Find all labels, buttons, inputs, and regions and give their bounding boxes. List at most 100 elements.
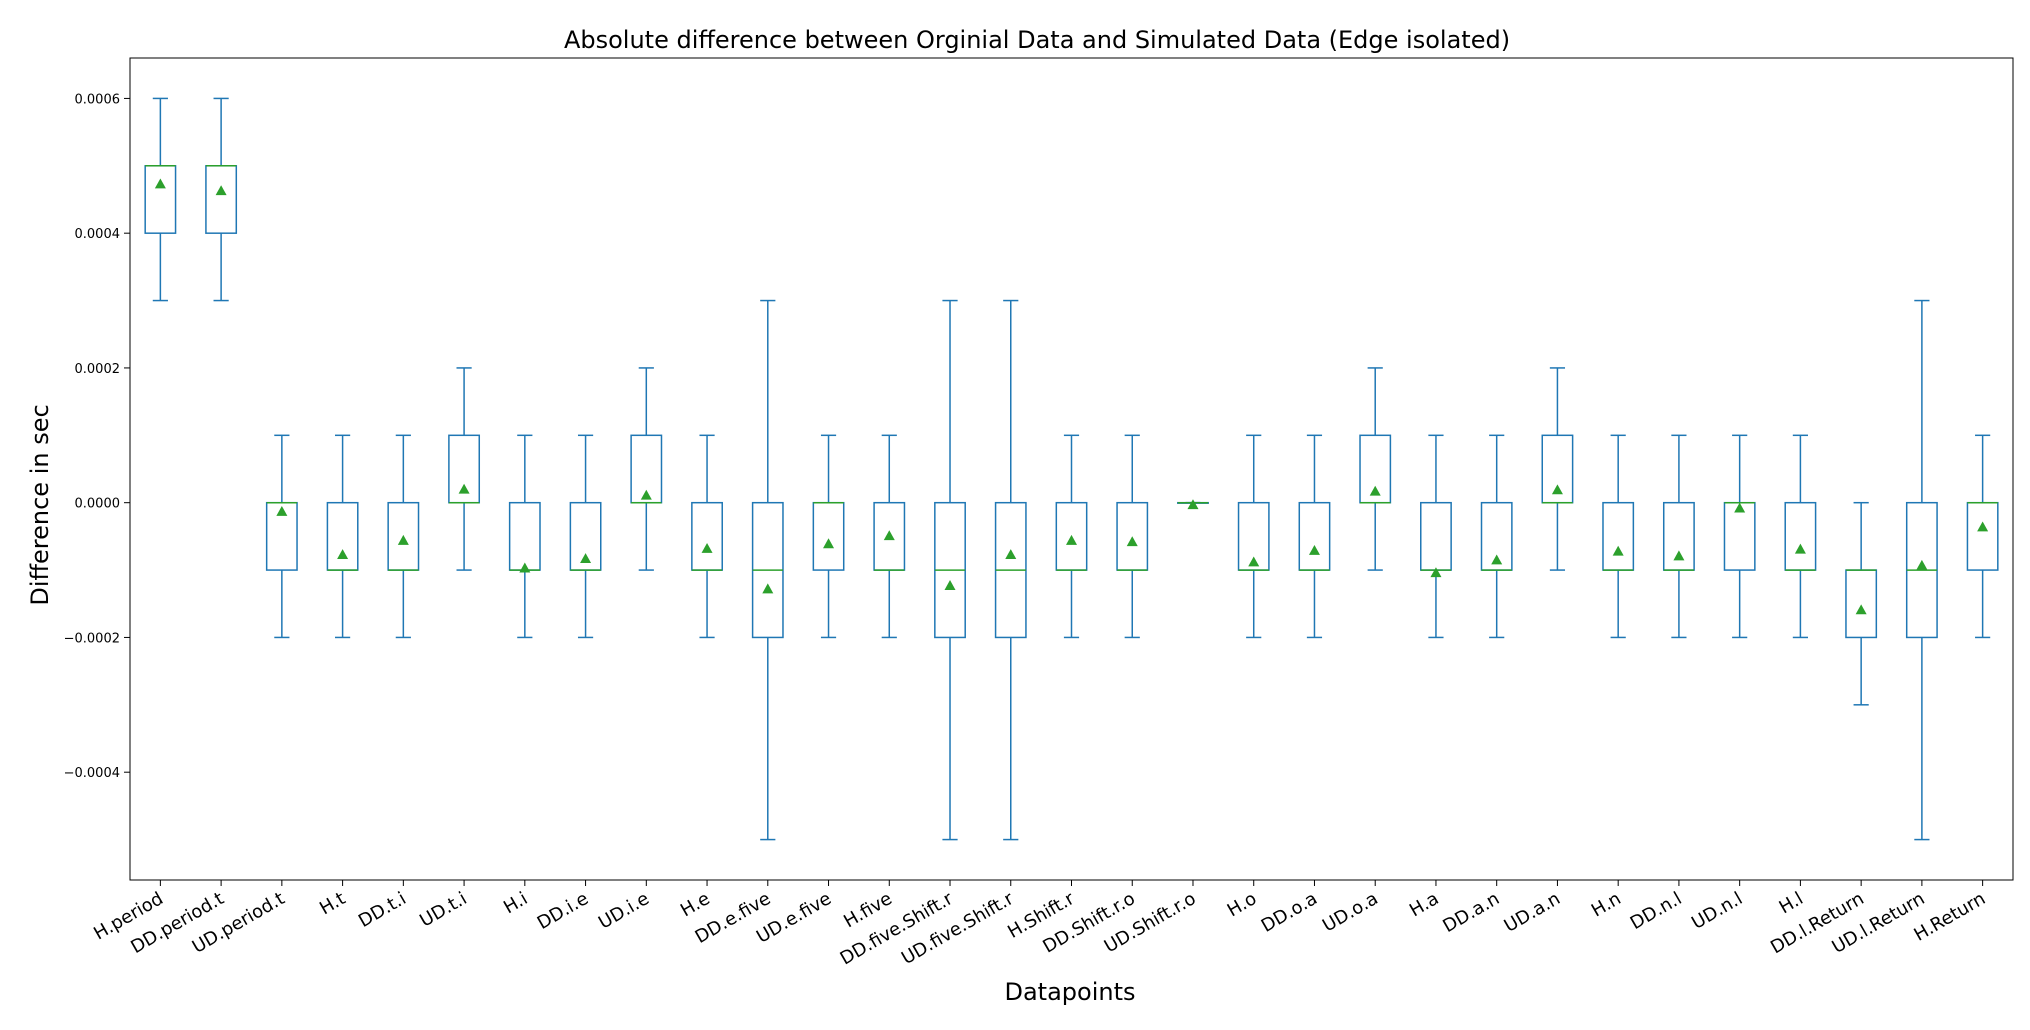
iqr-box	[205, 165, 238, 234]
mean-marker	[762, 583, 774, 594]
box-group	[812, 434, 845, 639]
x-tick-label: H.e	[677, 888, 713, 921]
box-group	[1662, 434, 1695, 639]
box-group	[508, 434, 541, 639]
box-group	[1420, 434, 1452, 639]
mean-marker	[1308, 545, 1320, 555]
x-tick-label: H.a	[1406, 888, 1442, 921]
mean-marker	[580, 553, 592, 564]
x-tick-label: DD.n.l	[1627, 888, 1686, 934]
iqr-box	[144, 165, 177, 234]
box-group	[630, 367, 663, 571]
box-group	[326, 434, 359, 639]
box-group	[873, 434, 906, 639]
x-tick-label: UD.o.a	[1319, 888, 1382, 936]
iqr-box	[691, 501, 723, 571]
mean-marker	[1430, 567, 1442, 578]
iqr-box	[812, 501, 845, 571]
plot-area	[144, 97, 1999, 841]
box-group	[448, 367, 481, 571]
x-tick-label: H.o	[1224, 888, 1260, 921]
iqr-box	[1845, 569, 1878, 639]
y-tick-label: 0.0002	[75, 362, 121, 377]
mean-marker	[640, 489, 652, 500]
box-group	[205, 97, 238, 302]
mean-marker	[519, 562, 531, 573]
mean-marker	[1187, 499, 1199, 510]
mean-marker	[1126, 536, 1138, 547]
iqr-box	[1420, 501, 1452, 571]
box-group	[265, 434, 298, 639]
x-tick-label: DD.o.a	[1258, 888, 1321, 937]
mean-marker	[1612, 545, 1624, 556]
iqr-box	[326, 501, 359, 571]
mean-marker	[944, 580, 956, 590]
box-group	[1359, 367, 1392, 571]
mean-marker	[1673, 550, 1685, 561]
box-group	[144, 97, 177, 302]
iqr-box	[1602, 501, 1635, 571]
box-group	[1541, 367, 1574, 571]
x-axis-label: Datapoints	[1004, 978, 1135, 1006]
mean-marker	[1066, 534, 1077, 545]
mean-marker	[1855, 604, 1867, 615]
mean-marker	[154, 178, 166, 189]
mean-marker	[1977, 521, 1989, 532]
y-tick-label: 0.0004	[75, 227, 121, 242]
mean-marker	[1734, 502, 1746, 513]
box-group	[1116, 434, 1149, 639]
box-group	[751, 299, 784, 841]
mean-marker	[1551, 484, 1563, 495]
box-group	[1177, 499, 1209, 510]
box-group	[1966, 434, 1999, 639]
x-tick-label: H.n	[1588, 888, 1625, 921]
y-axis-label: Difference in sec	[26, 404, 54, 605]
box-group	[934, 299, 966, 841]
mean-marker	[458, 483, 470, 494]
x-tick-label: UD.a.n	[1501, 888, 1564, 937]
iqr-box	[1784, 501, 1817, 571]
x-tick-label: H.l	[1776, 888, 1807, 918]
mean-marker	[1916, 559, 1928, 570]
chart-title: Absolute difference between Orginial Dat…	[564, 26, 1510, 54]
y-tick-label: 0.0000	[75, 497, 121, 512]
iqr-box	[1723, 501, 1756, 571]
box-group	[569, 434, 602, 639]
box-group	[1602, 434, 1635, 639]
box-group	[387, 434, 420, 639]
mean-marker	[397, 534, 409, 545]
box-group	[1055, 434, 1088, 639]
mean-marker	[701, 543, 713, 553]
x-tick-label: H.i	[500, 888, 531, 918]
mean-marker	[1248, 556, 1260, 567]
mean-marker	[1794, 543, 1806, 554]
box-group	[1723, 434, 1756, 639]
box-group	[994, 299, 1027, 841]
x-tick-label: UD.i.e	[595, 888, 653, 933]
mean-marker	[1491, 554, 1503, 565]
box-group	[691, 434, 723, 639]
x-tick-label: DD.i.e	[534, 888, 592, 934]
mean-marker	[1005, 549, 1017, 559]
x-tick-label: H.t	[316, 888, 349, 919]
y-tick-label: −0.0002	[64, 631, 120, 646]
mean-marker	[276, 505, 288, 516]
mean-marker	[1369, 485, 1381, 496]
box-group	[1845, 501, 1878, 706]
x-tick-label: UD.t.i	[416, 888, 470, 931]
box-group	[1480, 434, 1513, 639]
y-axis: −0.0004 −0.0002 0.0000 0.0002 0.0004 0.0006	[64, 92, 130, 781]
mean-marker	[215, 185, 227, 196]
box-group	[1784, 434, 1817, 639]
mean-marker	[883, 530, 895, 541]
y-tick-label: 0.0006	[75, 92, 121, 107]
box-group	[1298, 434, 1331, 639]
x-tick-label: DD.t.i	[355, 888, 410, 932]
iqr-box	[1966, 501, 1999, 571]
mean-marker	[337, 549, 349, 559]
x-tick-label: UD.n.l	[1688, 888, 1746, 934]
x-tick-label: DD.a.n	[1439, 888, 1503, 937]
mean-marker	[823, 538, 835, 549]
iqr-box	[1298, 501, 1331, 571]
